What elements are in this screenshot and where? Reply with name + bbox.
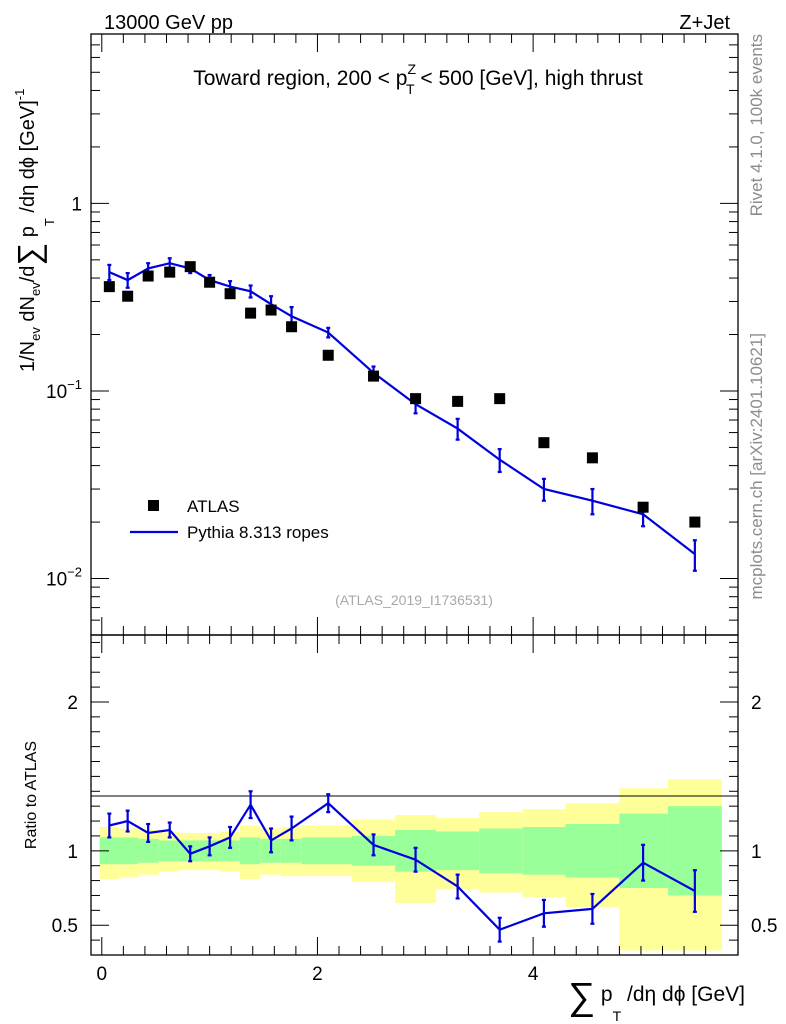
main-data-marks (103, 257, 701, 572)
atlas-point (184, 261, 196, 273)
ratio-xtick-label: 4 (528, 964, 539, 985)
atlas-point (452, 395, 464, 407)
ratio-xtick-label: 2 (312, 964, 323, 985)
ratio-xlabel: ∑ pT /dη dϕ [GeV] (568, 976, 745, 1024)
ratio-ytick-label-right: 0.5 (751, 916, 777, 937)
main-ytick-label: 10−1 (46, 377, 82, 403)
atlas-point (368, 370, 380, 382)
atlas-point (410, 393, 422, 405)
ratio-band-inner (565, 824, 620, 878)
ratio-ytick-label-left: 1 (67, 842, 78, 863)
rivet-version-label: Rivet 4.1.0, 100k events (747, 34, 766, 216)
ratio-ytick-label-right: 1 (751, 842, 762, 863)
ratio-band-inner (138, 838, 159, 863)
svg-text:1/Nev dNev/d∑ pT /dη dϕ [GeV]: 1/Nev dNev/d∑ pT /dη dϕ [GeV]-1 (11, 89, 57, 372)
ratio-band-inner (219, 840, 240, 862)
ratio-band-inner (522, 827, 566, 875)
main-ytick-label: 1 (71, 194, 82, 215)
atlas-point (637, 501, 649, 513)
ratio-band-inner (119, 837, 139, 865)
atlas-point (103, 281, 115, 293)
atlas-point (322, 349, 334, 361)
legend: ATLAS Pythia 8.313 ropes (130, 497, 329, 542)
atlas-point (265, 304, 277, 316)
ratio-ytick-label-left: 2 (67, 693, 78, 714)
atlas-point (122, 290, 134, 302)
main-panel: 1 10−1 10−2 Toward region, 200 < pZ T < 500… (11, 33, 739, 636)
ratio-frame (90, 634, 739, 956)
ratio-band-inner (280, 838, 302, 863)
main-axis-ticks: 1 10−1 10−2 (46, 33, 738, 636)
atlas-point (689, 516, 701, 528)
atlas-point (586, 452, 598, 464)
main-frame (90, 33, 739, 636)
atlas-point (494, 393, 506, 405)
ratio-ylabel: Ratio to ATLAS (23, 741, 40, 849)
atlas-point (245, 307, 257, 319)
ratio-panel: 0.5 0.5 1 1 2 2 0 2 4 Ratio to ATLAS ∑ pT /dη dϕ… (23, 634, 777, 1024)
header-right: Z+Jet (679, 12, 730, 34)
atlas-point (164, 266, 176, 278)
mcplots-label: mcplots.cern.ch [arXiv:2401.10621] (747, 333, 766, 599)
ratio-band-inner (479, 828, 523, 874)
main-ytick-label: 10−2 (46, 565, 82, 591)
ratio-ytick-label-right: 2 (751, 693, 762, 714)
main-title: Toward region, 200 < pZ T < 500 [GeV], hi… (193, 61, 643, 97)
atlas-point (224, 288, 236, 300)
atlas-point (538, 437, 550, 449)
atlas-point (286, 321, 298, 333)
ratio-band-inner (99, 837, 120, 865)
ratio-axis-ticks: 0.5 0.5 1 1 2 2 0 2 4 (52, 635, 777, 985)
ratio-band-inner (158, 840, 180, 862)
analysis-watermark: (ATLAS_2019_I1736531) (335, 592, 493, 608)
ratio-band-inner (301, 837, 352, 865)
ratio-data-marks (107, 790, 697, 943)
ratio-band-inner (436, 831, 480, 871)
ratio-band-inner (239, 837, 261, 865)
legend-marker-atlas (148, 500, 159, 511)
main-ylabel: 1/Nev dNev/d∑ pT /dη dϕ [GeV]-1 (11, 89, 57, 372)
ratio-xtick-label: 0 (96, 964, 107, 985)
atlas-point (142, 270, 154, 282)
legend-label-pythia: Pythia 8.313 ropes (187, 523, 329, 542)
ratio-ytick-label-left: 0.5 (52, 916, 78, 937)
atlas-point (204, 276, 216, 288)
header-left: 13000 GeV pp (104, 12, 233, 34)
ratio-uncertainty-bands (99, 779, 722, 951)
legend-label-atlas: ATLAS (187, 497, 240, 516)
